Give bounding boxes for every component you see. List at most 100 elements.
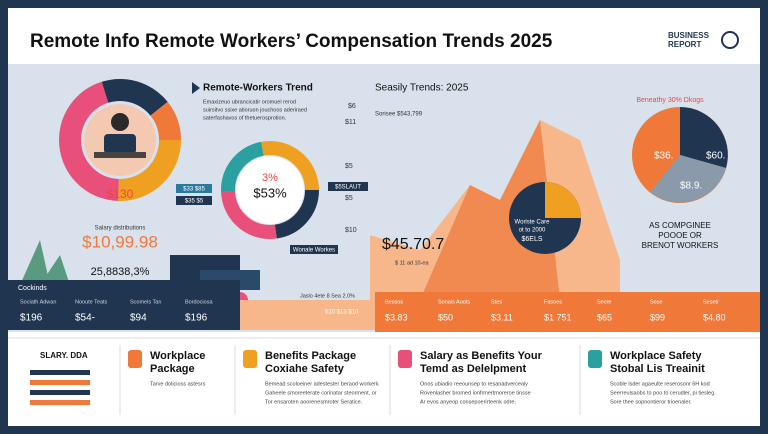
globe-icon <box>721 31 739 49</box>
pie-caption: AS COMPGINEE <box>649 221 711 230</box>
strip-left <box>8 280 240 330</box>
trend-text: saterfashavos of thetuerosprotion. <box>203 115 287 121</box>
donut-label: 3% <box>262 172 278 184</box>
avatar <box>104 134 136 154</box>
left-donut <box>59 79 181 201</box>
strip-label: Fasoes <box>544 299 562 305</box>
strip-label: Bessos <box>385 299 403 305</box>
card-title: SLARY. DDA <box>40 351 88 360</box>
strip-value: $4.80 <box>703 312 726 322</box>
desk <box>94 152 146 158</box>
big-value: $45.70.7 <box>382 236 444 253</box>
note: $ 11 ad 10-ea <box>395 260 429 266</box>
inset-text: ot to 2000 <box>519 228 546 234</box>
card-text: Ar evos anyeop consepoerirteenk odre. <box>420 399 516 405</box>
strip-value: $94 <box>130 313 147 324</box>
big-value: $10,99.98 <box>82 232 158 251</box>
strip-heading: Cockinds <box>18 285 47 292</box>
logo: BUSINESS <box>668 31 710 40</box>
y-label: $10 <box>345 227 357 234</box>
card-icon <box>588 350 602 368</box>
mini-bar <box>30 390 90 395</box>
strip-label: Scomels Tan <box>130 299 161 305</box>
strip-value: $99 <box>650 312 665 322</box>
tag <box>290 245 338 254</box>
card-title: Salary as Benefits Your <box>420 350 543 362</box>
strip-label: Secre <box>597 299 611 305</box>
avatar <box>111 113 129 131</box>
strip-label: Sesetr <box>703 299 719 305</box>
strip-label: Sociath Adwan <box>20 299 56 305</box>
logo: REPORT <box>668 40 701 49</box>
arrow <box>192 82 200 94</box>
card-text: Sore thee sopnontieror trioenaler. <box>610 399 692 405</box>
trend-title: Remote-Workers Trend <box>203 83 313 94</box>
inset-pie <box>545 182 581 218</box>
pie <box>650 155 726 203</box>
pie-caption: BRENOT WORKERS <box>642 241 719 250</box>
strip-value: $1 751 <box>544 312 572 322</box>
tag-text: $5SLAUT <box>335 185 361 191</box>
strip-label: Nooute Teats <box>75 299 108 305</box>
strip-value: $10 $13 $10 <box>325 310 359 316</box>
card-title: Package <box>150 363 195 375</box>
strip-value: $65 <box>597 312 612 322</box>
y-label: $5 <box>345 195 353 202</box>
tag-text: Wonale Workes <box>293 248 335 254</box>
season-title: Seasily Trends: 2025 <box>375 83 469 94</box>
pie-label: $8.9. <box>680 181 702 192</box>
mini-bar <box>30 370 90 375</box>
trend-text: suirsitvo ssixe atioruon jouchoos aderir… <box>203 107 307 113</box>
card-text: Onos ubiadio reeounsep to resanadverceal… <box>420 381 528 387</box>
plants <box>20 240 70 285</box>
pie-title: Beneathy 30% Dkogs <box>636 97 704 104</box>
inset-text: Woriste Care <box>515 220 551 226</box>
card-text: Tor ensaroten aoorenesmroter Seratice. <box>265 399 363 405</box>
y-label: $6 <box>348 103 356 110</box>
strip-value: $3.11 <box>491 312 513 322</box>
card-text: Rovenlasher bromed ionfrmertmoreroe tins… <box>420 390 531 396</box>
pie <box>680 107 728 168</box>
strip-items: Sociath Adwan $196 Nooute Teats $54- Scomels… <box>20 299 726 323</box>
trend-text: Emaxizeuo ubrancicatir oromuel rerod <box>203 99 296 105</box>
strip-right <box>375 292 760 332</box>
strip-note: Jaslo 4ete 8 Sea 2.0% <box>300 293 355 299</box>
card-icon <box>128 350 142 368</box>
card-title: Workplace Safety <box>610 350 702 362</box>
card-title: Benefits Package <box>265 350 356 362</box>
card-text: Bemead scoloeiner adestester beraod work… <box>265 381 379 387</box>
card-title: Coxiahe Safety <box>265 363 345 375</box>
card-text: Gaheele smoreeterate corinatar steorment… <box>265 390 377 396</box>
tag-text: $35 $5 <box>185 199 204 205</box>
strip-value: $50 <box>438 312 453 322</box>
card-icon <box>398 350 412 368</box>
card-icon <box>243 350 257 368</box>
mini-bar <box>30 380 90 385</box>
title: Remote Info Remote Workers’ Compensation… <box>30 31 553 52</box>
strip-value: $196 <box>20 313 43 324</box>
card-text: Seerreulsaobs to poo to cerudler, pi tie… <box>610 390 716 396</box>
strip-value: $54- <box>75 313 95 324</box>
card-title: Stobal Lis Treainit <box>610 363 705 375</box>
caption: Salary distributions <box>95 226 146 232</box>
mid-donut <box>221 141 319 239</box>
card-title: Temd as Delelpment <box>420 363 526 375</box>
inset-text: $6ELS <box>521 236 542 243</box>
strip-mid <box>240 300 375 330</box>
pie-label: $60. <box>706 151 725 162</box>
sub-value: 25,8838,3% <box>91 266 150 278</box>
strip-value: $3.83 <box>385 312 408 322</box>
tag <box>176 196 212 205</box>
pie-label: $36. <box>654 151 673 162</box>
card-title: Workplace <box>150 350 205 362</box>
y-label: $5 <box>345 163 353 170</box>
strip-value: $196 <box>185 313 208 324</box>
tag <box>176 184 212 193</box>
strip-label: Sose <box>650 299 663 305</box>
strip-label: Stes <box>491 299 502 305</box>
donut-label: $53% <box>253 185 287 200</box>
mini-bar <box>30 400 90 405</box>
